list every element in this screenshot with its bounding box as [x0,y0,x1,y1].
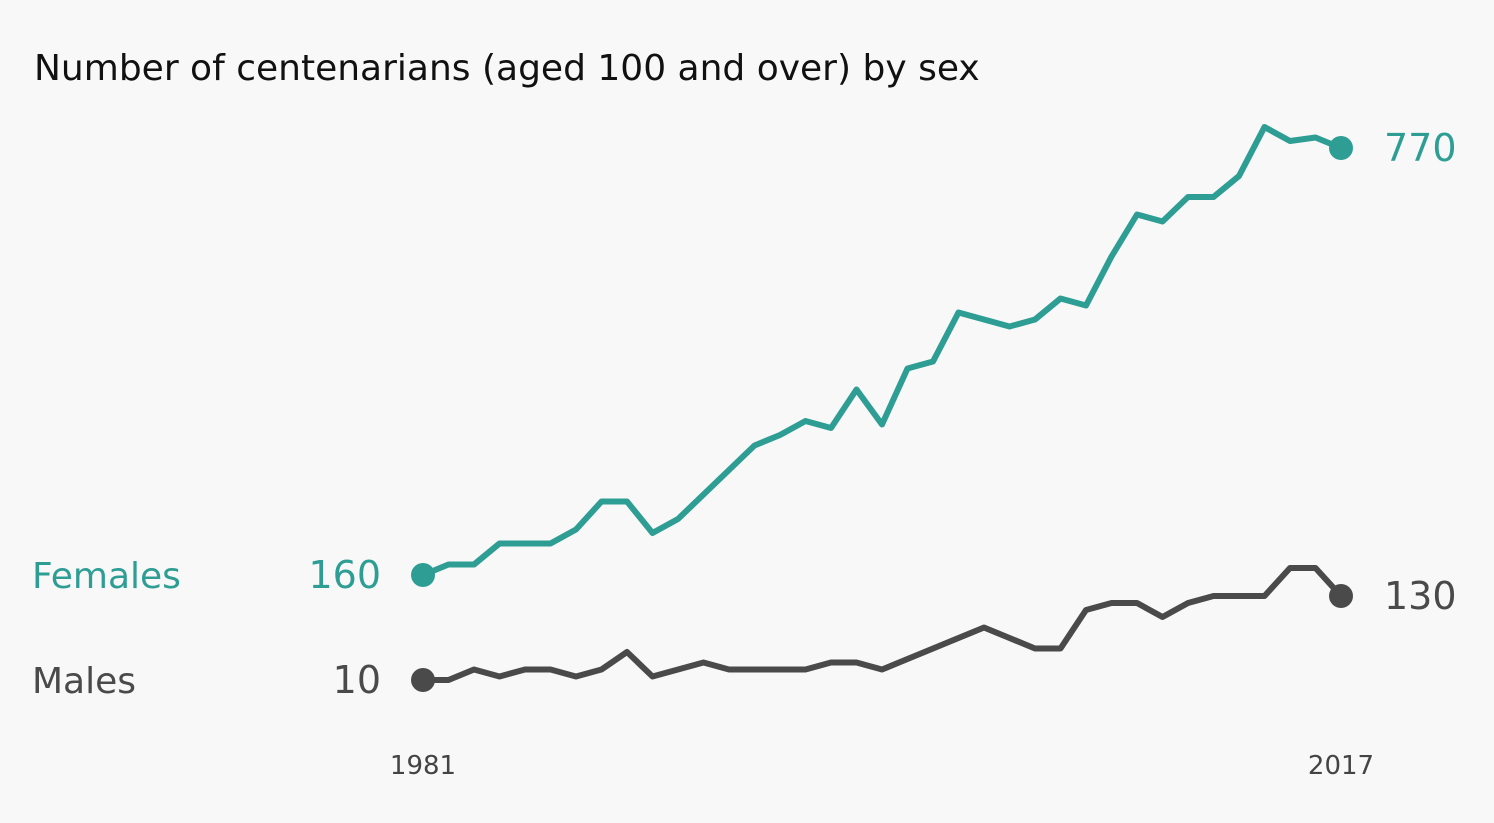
x-tick-label-end: 2017 [1308,751,1374,781]
x-tick-label-start: 1981 [390,751,456,781]
chart-title: Number of centenarians (aged 100 and ove… [34,48,980,89]
series-line-males [420,565,1344,683]
start-value-label-females: 160 [308,553,381,597]
value-labels: 160 770 10 130 [308,126,1456,702]
x-axis-ticks: 1981 2017 [390,751,1374,781]
end-value-label-females: 770 [1384,126,1457,170]
series-start-point-males [411,668,435,692]
series-name-label-males: Males [32,661,136,702]
series-labels: Females Males [32,556,181,702]
series-end-point-males [1329,584,1353,608]
series-markers [411,136,1353,692]
series-lines [420,124,1344,683]
end-value-label-males: 130 [1384,574,1457,618]
series-line-females [420,124,1344,578]
series-start-point-females [411,563,435,587]
series-name-label-females: Females [32,556,181,597]
start-value-label-males: 10 [333,658,381,702]
series-end-point-females [1329,136,1353,160]
